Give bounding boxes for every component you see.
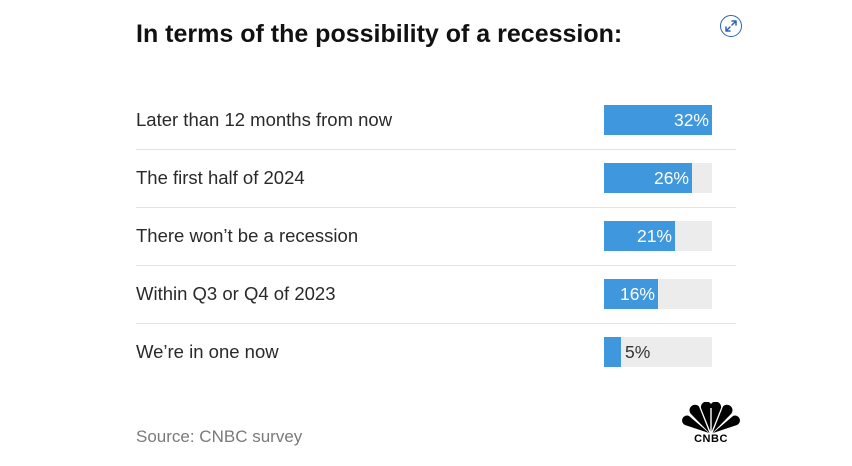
category-label: Later than 12 months from now <box>136 109 393 130</box>
bar-value-label: 16% <box>619 284 655 304</box>
category-label: We’re in one now <box>136 341 279 362</box>
bar <box>604 105 712 135</box>
chart-row: There won’t be a recession 21% <box>136 208 736 266</box>
bar-track: 32% <box>604 105 712 135</box>
chart-row: Later than 12 months from now 32% <box>136 92 736 150</box>
chart-rows: Later than 12 months from now 32% The firs… <box>136 92 736 381</box>
cnbc-logo: CNBC <box>682 402 740 446</box>
bar-value-label: 26% <box>653 168 689 188</box>
expand-button[interactable] <box>720 15 742 37</box>
bar-track: 21% <box>604 221 712 251</box>
bar-value-label: 21% <box>636 226 672 246</box>
cnbc-logo-text: CNBC <box>694 433 728 445</box>
bar <box>604 337 621 367</box>
bar <box>604 279 658 309</box>
chart-row: Within Q3 or Q4 of 2023 16% <box>136 266 736 324</box>
bar-value-label: 5% <box>625 342 651 362</box>
peacock-icon <box>682 402 740 433</box>
category-label: The first half of 2024 <box>136 167 305 188</box>
chart-row: We’re in one now 5% <box>136 324 736 381</box>
bar-value-label: 32% <box>673 110 709 130</box>
source-note: Source: CNBC survey <box>136 427 303 446</box>
expand-icon <box>725 20 737 32</box>
bar <box>604 163 692 193</box>
chart-title: In terms of the possibility of a recessi… <box>136 20 623 48</box>
bar <box>604 221 675 251</box>
category-label: There won’t be a recession <box>136 225 359 246</box>
category-label: Within Q3 or Q4 of 2023 <box>136 283 336 304</box>
bar-track: 26% <box>604 163 712 193</box>
bar-track: 16% <box>604 279 712 309</box>
bar-track: 5% <box>604 337 712 367</box>
chart-row: The first half of 2024 26% <box>136 150 736 208</box>
